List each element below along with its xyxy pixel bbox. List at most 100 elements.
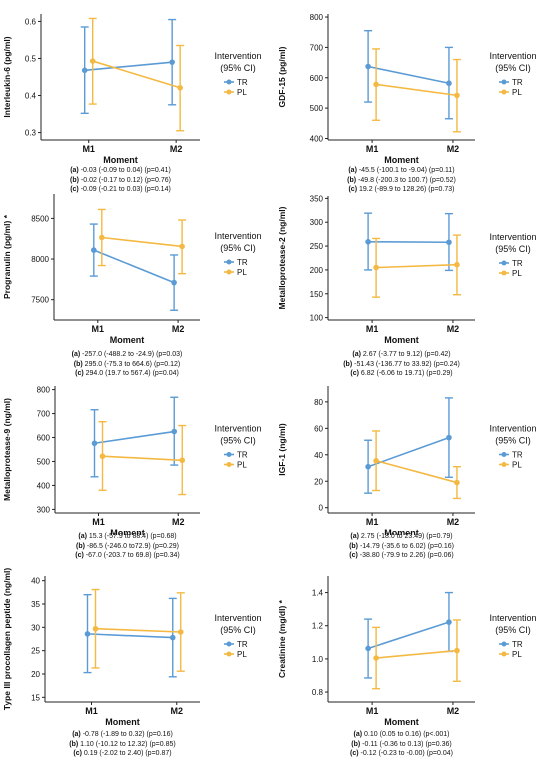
data-point	[365, 64, 371, 70]
y-axis-label: GDF-15 (pg/ml)	[277, 46, 287, 107]
x-tick-label: M2	[447, 517, 460, 527]
y-tick-label: 600	[310, 74, 324, 83]
x-axis-label: Moment	[103, 155, 138, 165]
stats-note-text: 2.67 (-3.77 to 9.12) (p=0.42)	[361, 351, 451, 358]
stats-note-text: 1.10 (-10.12 to 12.32) (p=0.85)	[78, 741, 175, 748]
series-tr	[364, 31, 453, 119]
y-tick-label: 700	[310, 43, 324, 52]
y-tick-label: 350	[310, 194, 324, 203]
y-axis-label: Type III procollagen peptide (ng/ml)	[2, 568, 12, 710]
x-tick-label: M2	[447, 144, 460, 154]
x-tick-label: M2	[447, 324, 460, 334]
y-tick-label: 500	[310, 104, 324, 113]
stats-note-line: (c) 0.19 (-2.02 to 2.40) (p=0.87)	[43, 749, 203, 759]
legend-entry: TR	[237, 258, 248, 267]
data-point	[93, 626, 99, 632]
stats-note-text: -0.78 (-1.89 to 0.32) (p=0.16)	[81, 731, 173, 738]
stats-note-line: (a) -257.0 (-488.2 to -24.9) (p=0.03)	[47, 350, 207, 360]
legend-entry: PL	[237, 461, 247, 470]
stats-note-line: (a) -0.03 (-0.09 to 0.04) (p=0.41)	[41, 166, 201, 176]
x-tick-label: M2	[447, 706, 460, 716]
y-tick-label: 200	[310, 266, 324, 275]
stats-note-tag: (b)	[351, 741, 360, 748]
legend-marker	[502, 652, 507, 657]
y-tick-label: 40	[31, 577, 40, 586]
data-point	[365, 464, 371, 470]
legend-subtitle: (95% CI)	[220, 63, 256, 73]
data-point	[373, 458, 379, 464]
y-axis-label: Creatinine (mg/dl) *	[277, 599, 287, 678]
x-tick-label: M1	[366, 706, 379, 716]
stats-note-tag: (a)	[352, 351, 361, 358]
stats-note-line: (b) -51.43 (-136.77 to 33.92) (p=0.24)	[322, 360, 482, 370]
series-tr	[91, 397, 179, 477]
data-point	[365, 239, 371, 245]
stats-note-text: 0.19 (-2.02 to 2.40) (p=0.87)	[82, 750, 172, 757]
legend-entry: TR	[512, 78, 523, 87]
stats-note-text: -0.12 (-0.23 to -0.00) (p=0.04)	[359, 750, 453, 757]
y-tick-label: 600	[37, 434, 51, 443]
series-tr	[364, 593, 453, 678]
x-tick-label: M1	[82, 144, 95, 154]
stats-note-text: -38.80 (-79.9 to 2.26) (p=0.06)	[358, 552, 454, 559]
stats-note-text: -86.5 (-246.0 to72.9) (p=0.29)	[85, 543, 179, 550]
y-tick-label: 60	[314, 424, 323, 433]
legend-entry: TR	[512, 259, 523, 268]
stats-note-tag: (c)	[349, 552, 358, 559]
legend-subtitle: (95% CI)	[220, 436, 256, 446]
y-tick-label: 8000	[31, 255, 49, 264]
x-tick-label: M1	[366, 517, 379, 527]
data-point	[365, 646, 371, 652]
legend-marker	[227, 80, 232, 85]
data-point	[373, 655, 379, 661]
legend-subtitle: (95% CI)	[220, 625, 256, 635]
data-point	[82, 68, 88, 74]
y-tick-label: 1.2	[312, 622, 324, 631]
stats-note-text: -0.03 (-0.09 to 0.04) (p=0.41)	[79, 167, 171, 174]
stats-note-line: (b) -0.02 (-0.17 to 0.12) (p=0.76)	[41, 176, 201, 186]
y-tick-label: 800	[310, 13, 324, 22]
stats-note-tag: (c)	[75, 552, 84, 559]
y-axis-label: Interleukin-6 (pg/ml)	[2, 36, 12, 117]
stats-note-text: -257.0 (-488.2 to -24.9) (p=0.03)	[80, 351, 182, 358]
y-axis-label: Metalloprotease-9 (ng/ml)	[2, 398, 12, 501]
x-tick-label: M2	[170, 706, 183, 716]
data-point	[170, 635, 176, 641]
x-tick-label: M2	[172, 324, 185, 334]
stats-note-tag: (a)	[70, 167, 79, 174]
y-tick-label: 300	[310, 218, 324, 227]
data-point	[100, 453, 106, 459]
legend-title: Intervention	[489, 424, 536, 434]
stats-note-tag: (c)	[350, 750, 359, 757]
x-tick-label: M2	[170, 144, 183, 154]
stats-note-tag: (b)	[76, 543, 85, 550]
legend-title: Intervention	[214, 51, 261, 61]
y-tick-label: 25	[31, 647, 40, 656]
stats-note-tag: (a)	[348, 167, 357, 174]
y-tick-label: 400	[37, 481, 51, 490]
y-tick-label: 30	[31, 623, 40, 632]
x-tick-label: M1	[366, 324, 379, 334]
stats-note-text: 294.0 (19.7 to 567.4) (p=0.04)	[84, 370, 179, 377]
stats-note-line: (c) 6.82 (-6.06 to 19.71) (p=0.29)	[322, 369, 482, 379]
x-axis-label: Moment	[384, 717, 419, 727]
legend-entry: PL	[237, 268, 247, 277]
data-point	[454, 648, 460, 654]
x-axis-label: Moment	[105, 717, 140, 727]
data-point	[446, 80, 452, 86]
legend-marker	[502, 80, 507, 85]
stats-notes: (a) 0.10 (0.05 to 0.16) (p<.001)(b) -0.1…	[322, 730, 482, 759]
stats-note-text: 15.3 (-57.9 to 88.4) (p=0.68)	[87, 533, 177, 540]
series-line	[103, 456, 183, 460]
data-point	[454, 480, 460, 486]
stats-note-text: -0.11 (-0.36 to 0.13) (p=0.36)	[360, 741, 452, 748]
stats-note-tag: (a)	[354, 731, 363, 738]
series-line	[94, 250, 174, 283]
